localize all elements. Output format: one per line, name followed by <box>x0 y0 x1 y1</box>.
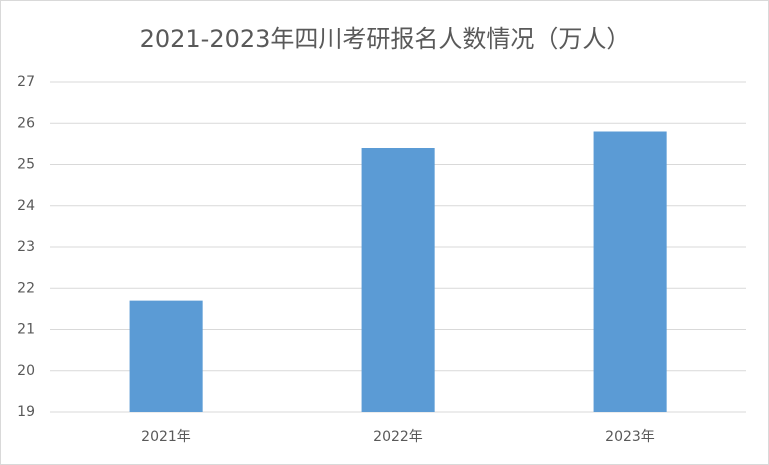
y-tick-label: 23 <box>17 239 35 255</box>
y-tick-label: 22 <box>17 280 35 296</box>
y-tick-label: 25 <box>17 157 35 173</box>
y-tick-label: 24 <box>17 198 35 214</box>
bar <box>129 300 203 412</box>
x-tick-label: 2022年 <box>373 429 423 445</box>
y-tick-label: 26 <box>17 115 35 131</box>
x-tick-label: 2023年 <box>605 429 655 445</box>
bar <box>361 148 435 412</box>
bar <box>593 131 667 412</box>
chart-title: 2021-2023年四川考研报名人数情况（万人） <box>140 25 631 53</box>
y-tick-label: 21 <box>17 322 35 338</box>
y-tick-label: 20 <box>17 363 35 379</box>
x-tick-label: 2021年 <box>141 429 191 445</box>
y-tick-label: 27 <box>17 74 35 90</box>
y-tick-label: 19 <box>17 404 35 420</box>
